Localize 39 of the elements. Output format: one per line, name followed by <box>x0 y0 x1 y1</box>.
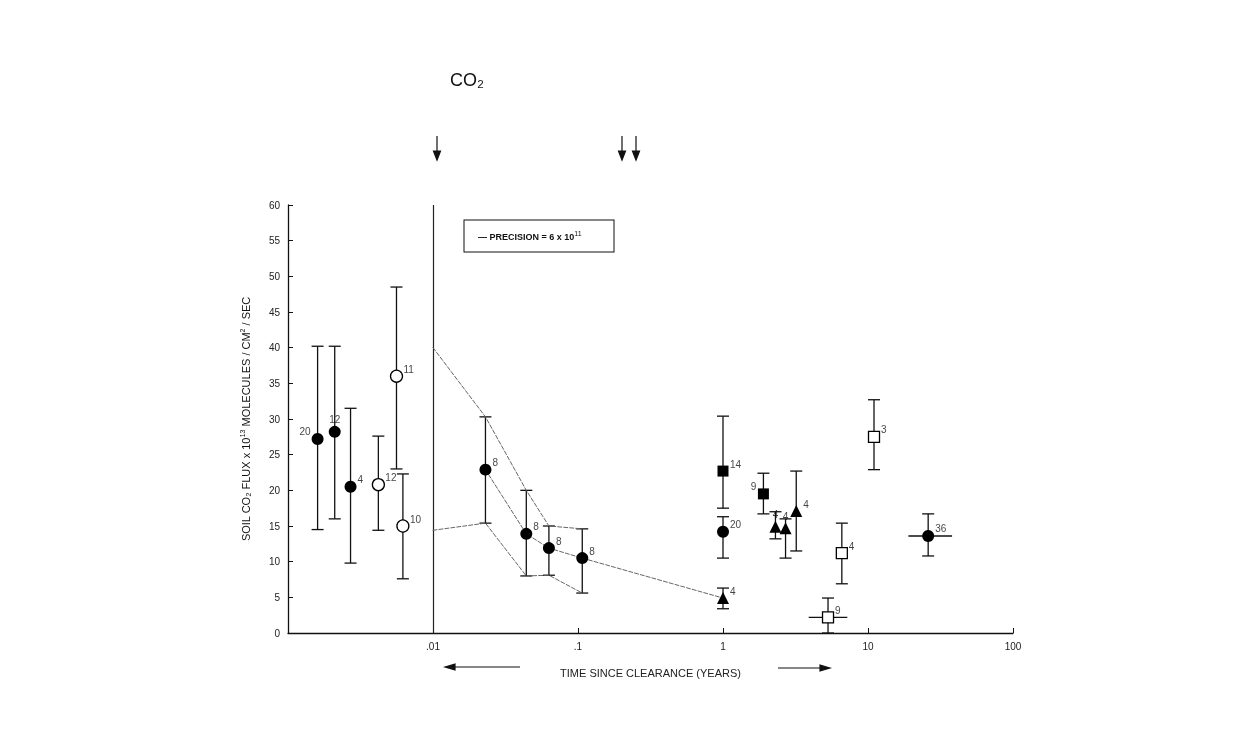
annotation: 10 <box>409 513 422 525</box>
annotation: 4 <box>848 540 855 552</box>
annotation: 8 <box>555 535 562 547</box>
y-tick-label: 50 <box>268 270 281 282</box>
x-tick-label: 10 <box>862 640 874 652</box>
y-tick-label: 45 <box>268 306 281 318</box>
y-tick-label: 40 <box>268 342 281 354</box>
annotation: 8 <box>492 457 499 469</box>
annotation: 8 <box>589 545 596 557</box>
x-tick-label: .1 <box>573 640 583 652</box>
annotation: 9 <box>750 481 757 493</box>
y-tick-label: 20 <box>268 484 281 496</box>
annotation: 12 <box>385 472 397 484</box>
annotation: 4 <box>782 510 789 522</box>
y-tick-label: 55 <box>268 235 281 247</box>
annotation: 11 <box>403 363 415 375</box>
y-tick-label: 5 <box>274 591 281 603</box>
annotation: 3 <box>881 424 887 436</box>
y-tick-label: 0 <box>274 627 281 639</box>
y-tick-label: 35 <box>268 377 281 389</box>
annotation: 4 <box>357 474 364 486</box>
y-tick-label: 10 <box>268 556 281 568</box>
x-tick-label: .01 <box>426 640 441 652</box>
x-axis-title: TIME SINCE CLEARANCE (YEARS) <box>560 666 741 679</box>
annotation: 14 <box>730 458 742 470</box>
annotation: 8 <box>533 521 540 533</box>
annotation: 20 <box>299 426 312 438</box>
y-tick-label: 25 <box>268 449 281 461</box>
chart-title: CO₂ <box>450 70 484 90</box>
x-tick-label: 1 <box>720 640 727 652</box>
x-tick-label: 100 <box>1004 640 1022 652</box>
annotation: 9 <box>835 604 842 616</box>
y-tick-label: 30 <box>268 413 281 425</box>
y-tick-label: 60 <box>268 199 281 211</box>
annotation: 4 <box>803 498 810 510</box>
annotation: 36 <box>935 523 947 535</box>
annotation: 20 <box>730 519 742 531</box>
y-tick-label: 15 <box>268 520 281 532</box>
annotation: 4 <box>730 585 736 597</box>
